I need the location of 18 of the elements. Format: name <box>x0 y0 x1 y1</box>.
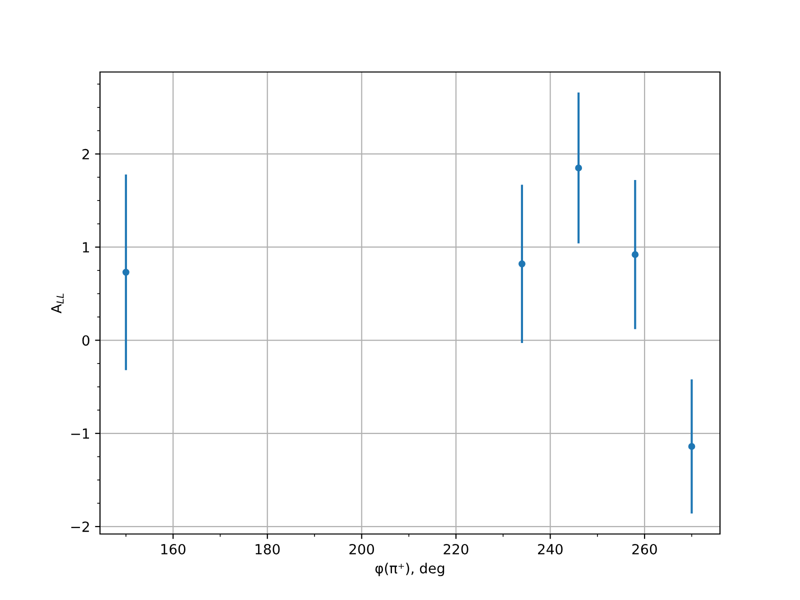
point <box>122 268 130 276</box>
point <box>632 251 639 258</box>
x-tick-label: 160 <box>161 544 186 554</box>
x-tick-label: 240 <box>538 544 563 554</box>
x-tick-label: 260 <box>632 544 657 554</box>
point <box>688 442 696 450</box>
point <box>518 260 526 268</box>
x-tick-label: 220 <box>444 544 468 554</box>
y-axis-title: A$_{LL}$ <box>51 294 64 314</box>
y-tick-label: 2 <box>82 148 89 160</box>
x-tick-label: 180 <box>256 544 280 554</box>
y-tick-label: −1 <box>71 428 89 439</box>
y-tick-label: 1 <box>82 242 89 252</box>
point <box>575 164 582 172</box>
y-tick-label: 0 <box>82 335 90 346</box>
y-tick-label: −2 <box>71 522 89 532</box>
x-axis-title: φ(π⁺), deg <box>375 562 444 576</box>
x-tick-label: 200 <box>349 544 374 554</box>
